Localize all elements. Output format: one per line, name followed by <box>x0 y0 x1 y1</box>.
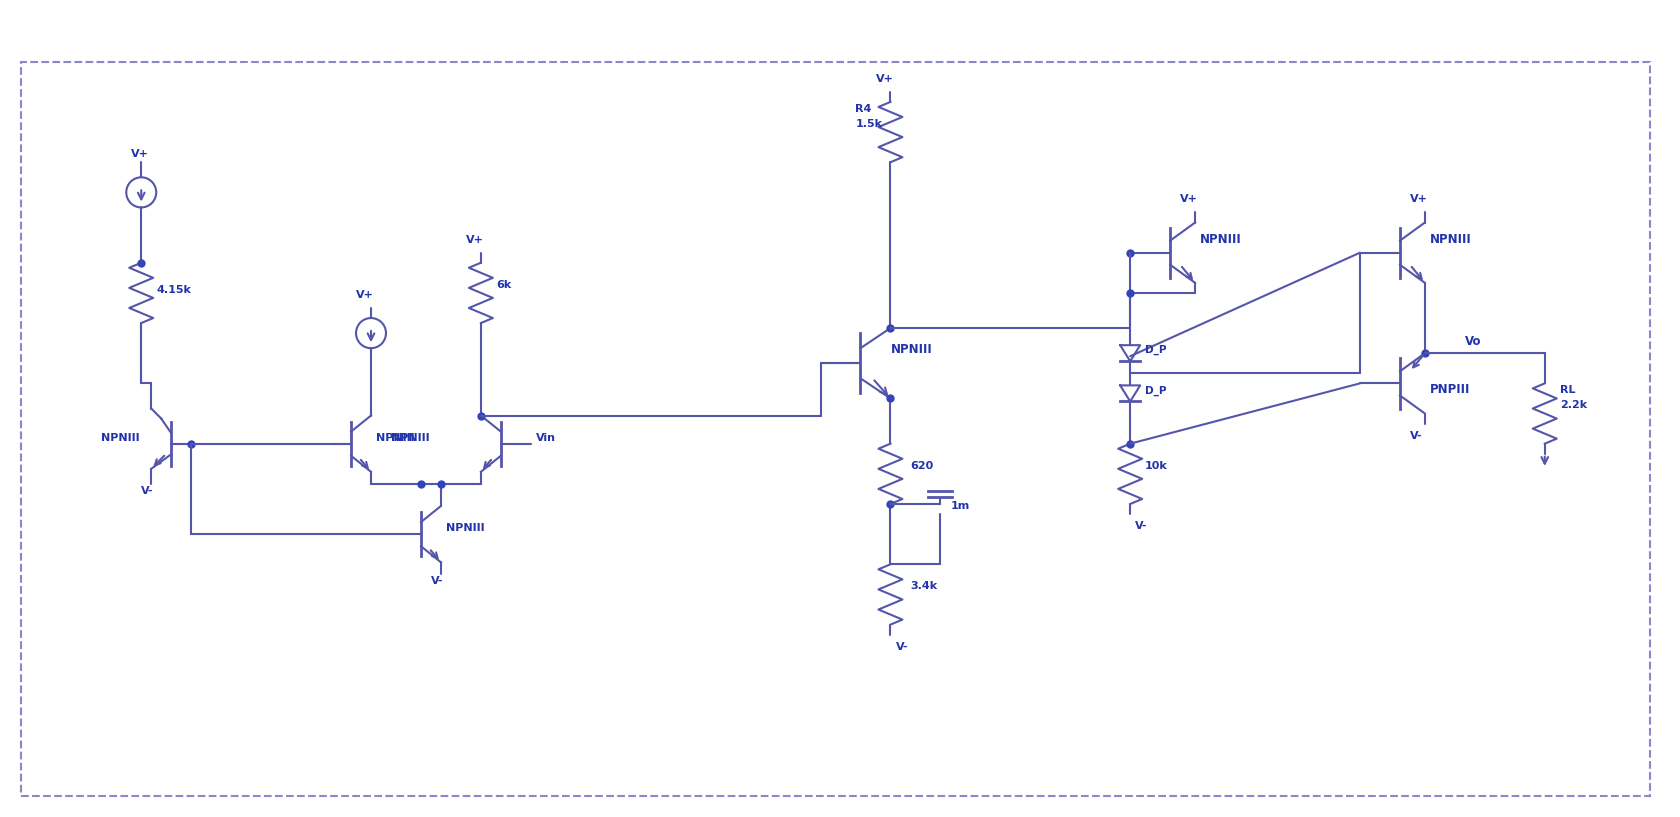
Text: V+: V+ <box>875 74 892 84</box>
Text: NPNIII: NPNIII <box>890 343 932 356</box>
FancyBboxPatch shape <box>22 62 1648 796</box>
Text: NPNIII: NPNIII <box>101 433 139 443</box>
Text: V-: V- <box>1134 521 1147 531</box>
Text: NPNIII: NPNIII <box>376 433 415 443</box>
Text: Vo: Vo <box>1463 335 1480 348</box>
Text: V-: V- <box>430 577 444 587</box>
Text: 10k: 10k <box>1144 461 1168 471</box>
Text: 4.15k: 4.15k <box>156 285 192 295</box>
Text: 1m: 1m <box>949 501 969 511</box>
Text: NPNIII: NPNIII <box>445 523 484 534</box>
Text: V-: V- <box>1410 431 1421 440</box>
Text: V+: V+ <box>131 150 150 159</box>
Text: R4: R4 <box>855 104 872 114</box>
Text: V+: V+ <box>1179 194 1198 204</box>
Text: D_P: D_P <box>1144 386 1166 395</box>
Text: NPNIII: NPNIII <box>1430 233 1470 246</box>
Text: 1.5k: 1.5k <box>855 119 882 129</box>
Text: V+: V+ <box>1410 194 1426 204</box>
Text: 6k: 6k <box>496 280 511 290</box>
Text: RL: RL <box>1559 386 1574 395</box>
Text: Vin: Vin <box>536 433 556 443</box>
Text: PNPIII: PNPIII <box>1430 383 1470 396</box>
Text: NPNIII: NPNIII <box>1200 233 1242 246</box>
Text: V-: V- <box>141 486 153 496</box>
Text: 3.4k: 3.4k <box>911 582 937 592</box>
Text: V+: V+ <box>465 234 484 244</box>
Text: D_P: D_P <box>1144 346 1166 355</box>
Text: 620: 620 <box>911 461 932 471</box>
Text: 2.2k: 2.2k <box>1559 400 1586 410</box>
Text: V-: V- <box>895 641 907 652</box>
Text: V+: V+ <box>356 290 373 300</box>
Text: NPNIII: NPNIII <box>391 433 430 443</box>
